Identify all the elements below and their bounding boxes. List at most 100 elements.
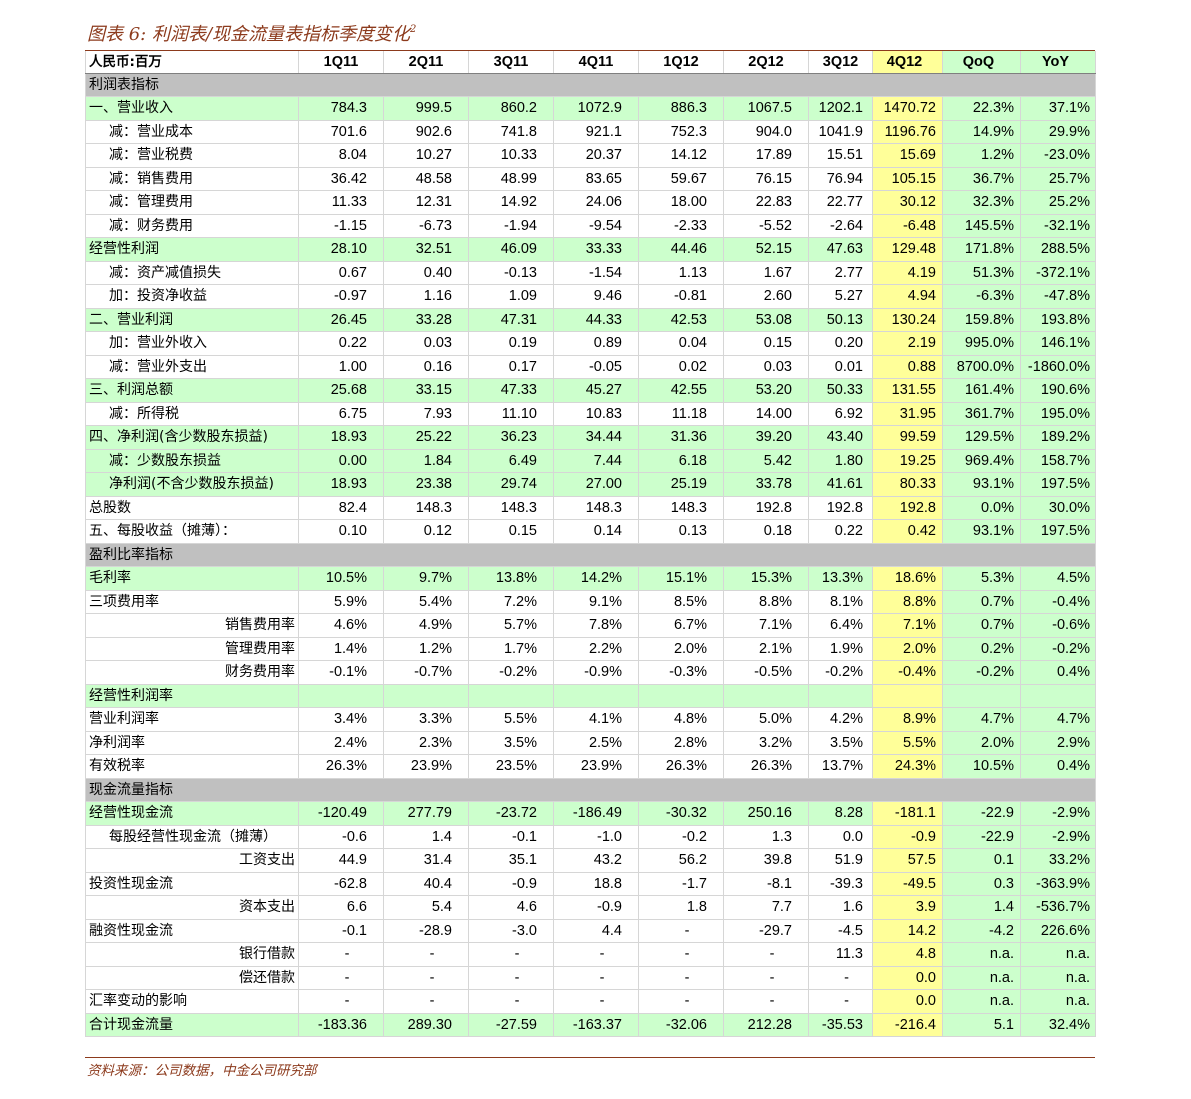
cell-2q11: 10.27: [383, 143, 469, 168]
cell-1q12: 148.3: [638, 495, 724, 520]
cell-3q12: 8.1%: [808, 589, 873, 614]
column-header-3q11: 3Q11: [468, 51, 554, 74]
cell-1q12: -0.2: [638, 824, 724, 849]
cell-2q12: 76.15: [723, 166, 809, 191]
cell-2q12: 212.28: [723, 1012, 809, 1037]
cell-qoq: 361.7%: [942, 401, 1021, 426]
cell-4q11: 0.89: [553, 331, 639, 356]
cell-yoy: 25.7%: [1020, 166, 1096, 191]
cell-2q11: [383, 683, 469, 708]
cell-3q11: 148.3: [468, 495, 554, 520]
cell-3q12: -39.3: [808, 871, 873, 896]
cell-yoy: 4.5%: [1020, 566, 1096, 591]
cell-3q11: 14.92: [468, 190, 554, 215]
cell-yoy: 25.2%: [1020, 190, 1096, 215]
cell-4q11: 7.8%: [553, 613, 639, 638]
cell-3q11: 47.33: [468, 378, 554, 403]
table-row: 加：营业外收入 0.22 0.03 0.19 0.89 0.04 0.15 0.20 2.19 9…: [85, 331, 1096, 356]
cell-qoq: 171.8%: [942, 237, 1021, 262]
cell-4q12: 4.19: [872, 260, 943, 285]
cell-1q11: -0.6: [298, 824, 384, 849]
table-row: 减：少数股东损益 0.00 1.84 6.49 7.44 6.18 5.42 1.80 19.2…: [85, 448, 1096, 473]
cell-3q12: 13.3%: [808, 566, 873, 591]
cell-2q11: 9.7%: [383, 566, 469, 591]
cell-4q12: -216.4: [872, 1012, 943, 1037]
cell-4q12: 24.3%: [872, 754, 943, 779]
cell-2q11: -: [383, 965, 469, 990]
cell-4q12: 8.8%: [872, 589, 943, 614]
cell-qoq: 969.4%: [942, 448, 1021, 473]
row-label: 减：财务费用: [85, 213, 299, 238]
row-label: 经营性利润率: [85, 683, 299, 708]
row-label: 减：所得税: [85, 401, 299, 426]
cell-2q11: 40.4: [383, 871, 469, 896]
cell-1q11: 36.42: [298, 166, 384, 191]
row-label: 融资性现金流: [85, 918, 299, 943]
cell-3q12: -4.5: [808, 918, 873, 943]
cell-1q11: 10.5%: [298, 566, 384, 591]
cell-4q11: 921.1: [553, 119, 639, 144]
cell-1q12: 56.2: [638, 848, 724, 873]
cell-1q12: -: [638, 942, 724, 967]
cell-3q11: 6.49: [468, 448, 554, 473]
cell-yoy: [1020, 683, 1096, 708]
cell-yoy: 32.4%: [1020, 1012, 1096, 1037]
cell-1q12: 59.67: [638, 166, 724, 191]
cell-1q12: -32.06: [638, 1012, 724, 1037]
cell-2q11: 277.79: [383, 801, 469, 826]
cell-4q12: 2.19: [872, 331, 943, 356]
cell-1q11: -0.1%: [298, 660, 384, 685]
cell-qoq: 0.7%: [942, 589, 1021, 614]
cell-4q11: -: [553, 942, 639, 967]
cell-1q12: -: [638, 965, 724, 990]
cell-4q12: 4.8: [872, 942, 943, 967]
table-row: 减：营业税费 8.04 10.27 10.33 20.37 14.12 17.89 15.51…: [85, 143, 1096, 168]
cell-1q12: -: [638, 918, 724, 943]
cell-3q11: 7.2%: [468, 589, 554, 614]
cell-3q12: 6.92: [808, 401, 873, 426]
cell-4q11: -9.54: [553, 213, 639, 238]
cell-3q12: -35.53: [808, 1012, 873, 1037]
table-row: 一、营业收入 784.3 999.5 860.2 1072.9 886.3 1067.5 12…: [85, 96, 1096, 121]
cell-yoy: 195.0%: [1020, 401, 1096, 426]
cell-4q12: 3.9: [872, 895, 943, 920]
cell-1q11: 26.45: [298, 307, 384, 332]
cell-3q12: 3.5%: [808, 730, 873, 755]
cell-1q12: 1.13: [638, 260, 724, 285]
cell-1q11: -120.49: [298, 801, 384, 826]
table-row: 减：资产减值损失 0.67 0.40 -0.13 -1.54 1.13 1.67 2.77 4.…: [85, 260, 1096, 285]
cell-2q11: 33.28: [383, 307, 469, 332]
cell-2q12: 0.15: [723, 331, 809, 356]
cell-qoq: 995.0%: [942, 331, 1021, 356]
cell-yoy: 29.9%: [1020, 119, 1096, 144]
cell-3q11: 4.6: [468, 895, 554, 920]
cell-2q12: 192.8: [723, 495, 809, 520]
cell-3q12: 50.13: [808, 307, 873, 332]
cell-3q12: 43.40: [808, 425, 873, 450]
cell-4q11: 9.1%: [553, 589, 639, 614]
table-row: 汇率变动的影响 - - - - - - -0.0 n.a. n.a.: [85, 989, 1096, 1014]
cell-qoq: 1.2%: [942, 143, 1021, 168]
table-row: 每股经营性现金流（摊薄） -0.6 1.4 -0.1 -1.0 -0.2 1.3 0.0 -0.…: [85, 824, 1096, 849]
cell-1q12: 0.13: [638, 519, 724, 544]
cell-3q12: 2.77: [808, 260, 873, 285]
cell-qoq: n.a.: [942, 965, 1021, 990]
cell-3q12: 8.28: [808, 801, 873, 826]
table-row: 三项费用率 5.9% 5.4% 7.2% 9.1% 8.5% 8.8% 8.1% 8.8% 0.7…: [85, 589, 1096, 614]
cell-qoq: 0.3: [942, 871, 1021, 896]
cell-4q12: 130.24: [872, 307, 943, 332]
cell-4q11: 27.00: [553, 472, 639, 497]
cell-4q12: 7.1%: [872, 613, 943, 638]
cell-3q11: 23.5%: [468, 754, 554, 779]
cell-4q11: [553, 683, 639, 708]
cell-2q12: 2.1%: [723, 636, 809, 661]
cell-2q12: 52.15: [723, 237, 809, 262]
cell-4q11: 10.83: [553, 401, 639, 426]
cell-3q12: -: [808, 989, 873, 1014]
cell-2q11: 0.12: [383, 519, 469, 544]
cell-2q12: 2.60: [723, 284, 809, 309]
cell-3q11: [468, 683, 554, 708]
row-label: 毛利率: [85, 566, 299, 591]
row-label: 净利润率: [85, 730, 299, 755]
cell-3q11: 5.5%: [468, 707, 554, 732]
